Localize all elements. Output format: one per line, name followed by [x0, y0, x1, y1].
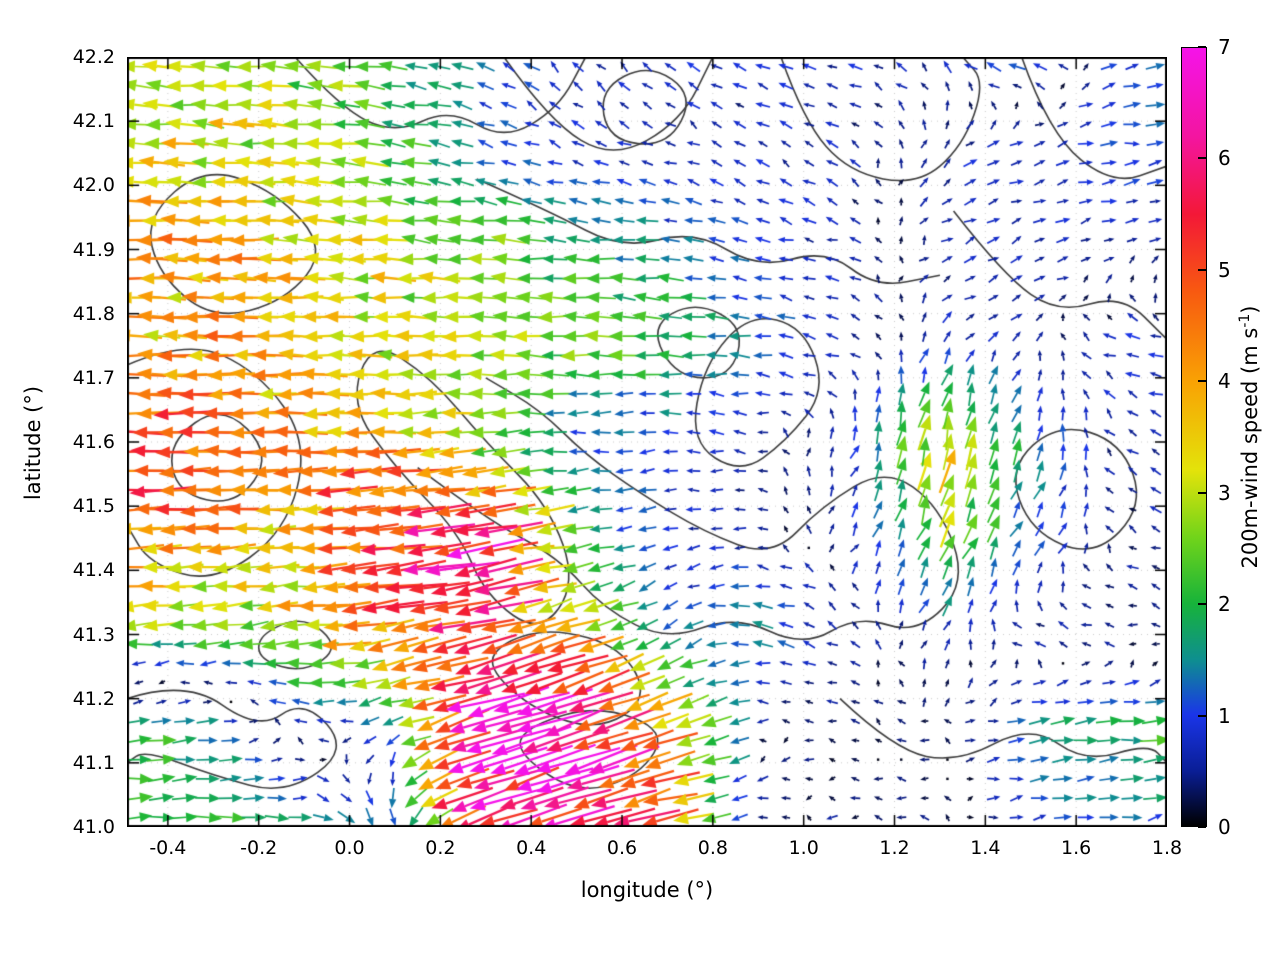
y-tick-label: 41.2	[72, 687, 115, 710]
y-tick-label: 41.9	[72, 238, 115, 261]
x-tick-label: 0.6	[606, 837, 638, 859]
colorbar-tick-mark	[1198, 46, 1206, 48]
colorbar-tick-mark	[1198, 491, 1206, 494]
y-tick-label: 41.0	[72, 816, 115, 838]
y-tick-label: 41.7	[72, 366, 115, 389]
x-tick-label: 0.8	[697, 837, 728, 859]
colorbar-label: 200m-wind speed (m s-1)	[1237, 237, 1267, 637]
x-tick-label: 1.0	[788, 837, 819, 859]
cb-tick-label: 0	[1218, 815, 1231, 839]
y-tick-label: 41.6	[72, 431, 115, 453]
cb-tick-label: 7	[1218, 35, 1231, 59]
x-tick-label: 1.8	[1151, 837, 1183, 859]
x-tick-label: 0.2	[425, 837, 456, 859]
y-tick-label: 41.1	[72, 751, 115, 774]
y-tick-label: 41.8	[72, 302, 115, 325]
y-tick-label: 42.0	[72, 174, 115, 197]
colorbar-tick-mark	[1198, 268, 1206, 271]
cb-tick-label: 1	[1218, 703, 1231, 728]
cb-tick-label: 3	[1218, 480, 1231, 505]
x-axis-label: longitude (°)	[580, 878, 714, 902]
colorbar-label-superscript: -1	[1237, 313, 1253, 328]
y-tick-label: 42.1	[72, 110, 115, 133]
colorbar-label-text: 200m-wind speed (m s	[1238, 327, 1262, 569]
y-tick-label: 41.3	[72, 623, 115, 646]
cb-tick-label: 5	[1218, 257, 1231, 282]
colorbar-tick-mark	[1198, 380, 1206, 383]
colorbar-label-close: )	[1238, 305, 1262, 314]
x-tick-label: 0.0	[334, 837, 365, 859]
x-tick-label: 1.6	[1061, 837, 1092, 859]
x-tick-label: 1.2	[879, 837, 910, 859]
colorbar-tick-mark	[1198, 603, 1206, 606]
y-tick-label: 41.5	[72, 495, 115, 518]
x-tick-label: -0.2	[240, 837, 278, 859]
colorbar-tick-mark	[1198, 714, 1206, 717]
plot-canvas	[127, 57, 1167, 827]
cb-tick-label: 2	[1218, 592, 1231, 617]
colorbar-tick-mark	[1198, 157, 1206, 160]
y-tick-label: 41.4	[72, 559, 115, 582]
colorbar-gradient	[1181, 47, 1207, 827]
cb-tick-label: 6	[1218, 146, 1231, 171]
colorbar-tick-mark	[1198, 826, 1206, 828]
x-tick-label: 0.4	[516, 837, 547, 859]
x-tick-label: -0.4	[149, 837, 187, 859]
x-tick-label: 1.4	[970, 837, 1001, 859]
y-tick-label: 42.2	[72, 46, 115, 68]
cb-tick-label: 4	[1218, 369, 1231, 394]
